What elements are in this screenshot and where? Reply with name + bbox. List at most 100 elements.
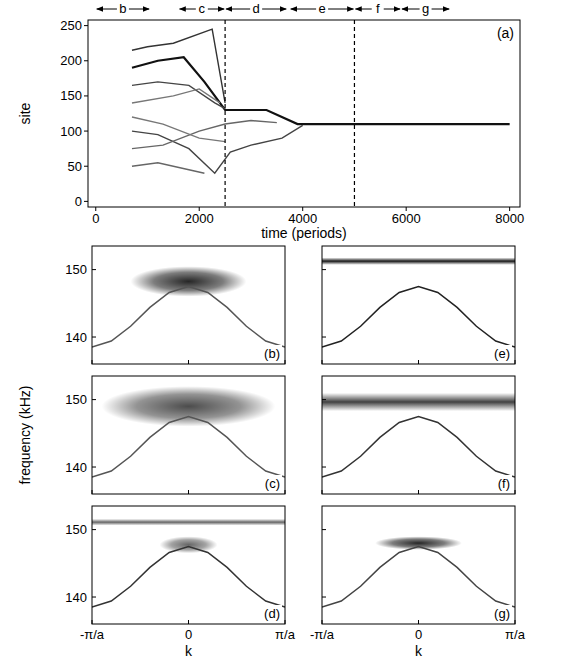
tick xyxy=(92,529,96,530)
tick xyxy=(84,131,88,132)
tick-label: 140 xyxy=(65,590,87,605)
spectrum-marks xyxy=(322,257,515,347)
tick-label: 200 xyxy=(60,53,82,68)
tick xyxy=(322,399,326,400)
dispersion-curve xyxy=(92,416,285,477)
region-label: f xyxy=(376,1,380,16)
label-patch xyxy=(262,605,282,622)
label-patch xyxy=(196,1,208,16)
label-patch xyxy=(492,605,512,622)
tick-label: π/a xyxy=(275,627,296,642)
tick-label: 8000 xyxy=(495,211,524,226)
tick-label: 6000 xyxy=(392,211,421,226)
tick-label: 250 xyxy=(60,18,82,33)
axis-title: site xyxy=(17,102,33,124)
tick xyxy=(322,360,323,364)
frame xyxy=(92,376,285,494)
axis-title: frequency (kHz) xyxy=(17,386,33,485)
tick-label: 2000 xyxy=(185,211,214,226)
label-patch xyxy=(316,1,328,16)
panel-label: (d) xyxy=(264,606,280,621)
tick-label: 140 xyxy=(65,460,87,475)
dispersion-curve xyxy=(92,546,285,607)
label-patch xyxy=(262,345,282,362)
frame xyxy=(88,20,520,207)
axis-title: k xyxy=(185,643,193,659)
tick xyxy=(92,269,96,270)
tick xyxy=(322,269,326,270)
tick xyxy=(322,597,326,598)
spectral-band xyxy=(322,393,515,411)
spectrum-marks xyxy=(322,393,515,477)
frame xyxy=(92,246,285,364)
label-patch xyxy=(117,1,129,16)
spectrum-marks xyxy=(322,536,515,607)
panel-label: (b) xyxy=(264,346,280,361)
trajectory xyxy=(132,117,225,142)
tick-label: 140 xyxy=(65,330,87,345)
tick xyxy=(92,597,96,598)
trajectory xyxy=(132,163,204,174)
region-label: c xyxy=(199,1,206,16)
tick xyxy=(84,166,88,167)
label-patch xyxy=(495,24,516,42)
dispersion-curve xyxy=(322,416,515,477)
panel-label: (f) xyxy=(498,476,510,491)
label-patch xyxy=(420,1,432,16)
spectrum-marks xyxy=(92,386,285,477)
tick xyxy=(285,490,286,494)
tick-label: 150 xyxy=(65,392,87,407)
tick-label: -π/a xyxy=(310,627,335,642)
trajectory xyxy=(132,29,225,103)
tick-label: 0 xyxy=(185,627,192,642)
frame xyxy=(322,246,515,364)
trajectory xyxy=(132,121,277,149)
tick-label: π/a xyxy=(505,627,526,642)
tick xyxy=(285,360,286,364)
tick xyxy=(322,337,326,338)
tick xyxy=(84,95,88,96)
tick-label: 150 xyxy=(65,262,87,277)
frame xyxy=(322,376,515,494)
axis-title: k xyxy=(415,643,423,659)
tick-label: 0 xyxy=(415,627,422,642)
tick-label: 4000 xyxy=(288,211,317,226)
region-label: d xyxy=(253,1,260,16)
label-patch xyxy=(372,1,384,16)
tick-label: 150 xyxy=(60,88,82,103)
label-patch xyxy=(496,475,512,492)
tick xyxy=(84,201,88,202)
spectrum-marks xyxy=(92,519,285,607)
tick xyxy=(92,467,96,468)
panel-label: (a) xyxy=(497,25,514,41)
region-label: e xyxy=(318,1,325,16)
dashed-line xyxy=(354,20,355,207)
tick xyxy=(92,399,96,400)
region-label: g xyxy=(422,1,429,16)
panel-label: (c) xyxy=(265,476,280,491)
tick xyxy=(188,360,189,364)
trajectory xyxy=(132,89,220,103)
tick xyxy=(515,620,516,624)
trajectory xyxy=(132,125,303,173)
tick xyxy=(92,620,93,624)
spectrum-marks xyxy=(92,266,285,347)
trajectory xyxy=(132,57,510,124)
spectral-band xyxy=(131,266,247,296)
tick xyxy=(92,490,93,494)
dashed-line xyxy=(225,20,226,207)
panel-label: (e) xyxy=(494,346,510,361)
tick xyxy=(418,360,419,364)
dispersion-curve xyxy=(92,286,285,347)
dispersion-curve xyxy=(322,286,515,347)
tick-label: 100 xyxy=(60,124,82,139)
tick xyxy=(322,620,323,624)
frame xyxy=(322,506,515,624)
tick xyxy=(515,360,516,364)
plot-a-marks xyxy=(132,20,510,207)
tick xyxy=(92,360,93,364)
spectral-band xyxy=(322,257,515,264)
label-patch xyxy=(250,1,262,16)
tick-label: -π/a xyxy=(80,627,105,642)
label-patch xyxy=(263,475,282,492)
